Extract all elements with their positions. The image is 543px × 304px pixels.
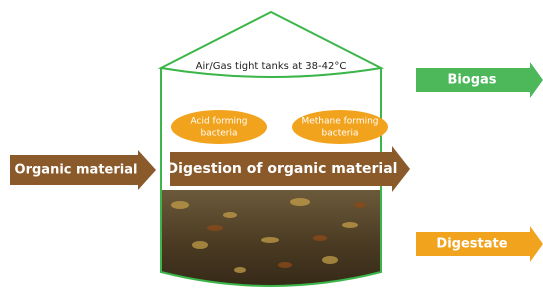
arrow-label: Biogas — [447, 73, 496, 88]
bacteria-label: Acid forming — [191, 117, 248, 127]
arrow-label: Organic material — [15, 163, 138, 178]
diagram: Air/Gas tight tanks at 38-42°C Acid form… — [0, 0, 543, 304]
bacteria: Acid forming bacteria Methane forming ba… — [171, 110, 388, 144]
input-arrow: Organic material — [10, 150, 156, 190]
process-arrow: Digestion of organic material — [167, 146, 410, 192]
bacteria-label: Methane forming — [301, 117, 378, 127]
bacteria-label: bacteria — [201, 129, 238, 139]
biogas-arrow: Biogas — [416, 62, 543, 98]
bacteria-label: bacteria — [322, 129, 359, 139]
digestate-arrow: Digestate — [416, 226, 543, 262]
arrow-label: Digestate — [436, 237, 507, 252]
tank-label: Air/Gas tight tanks at 38-42°C — [196, 61, 347, 72]
arrow-label: Digestion of organic material — [167, 161, 398, 177]
